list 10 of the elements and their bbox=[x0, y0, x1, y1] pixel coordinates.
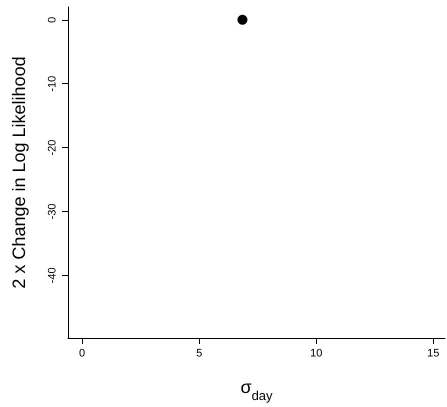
y-axis-title: 2 x Change in Log Likelihood bbox=[9, 56, 29, 289]
x-tick-label: 10 bbox=[310, 348, 322, 360]
x-tick-label: 15 bbox=[427, 348, 440, 360]
y-tick-label: -40 bbox=[46, 267, 58, 284]
y-tick-label: 0 bbox=[46, 16, 58, 23]
y-tick-label: -10 bbox=[46, 76, 58, 92]
x-tick-label: 0 bbox=[78, 348, 86, 360]
y-tick-label: -20 bbox=[46, 140, 58, 156]
x-tick-label: 5 bbox=[196, 348, 202, 360]
y-tick-label: -30 bbox=[46, 204, 58, 220]
